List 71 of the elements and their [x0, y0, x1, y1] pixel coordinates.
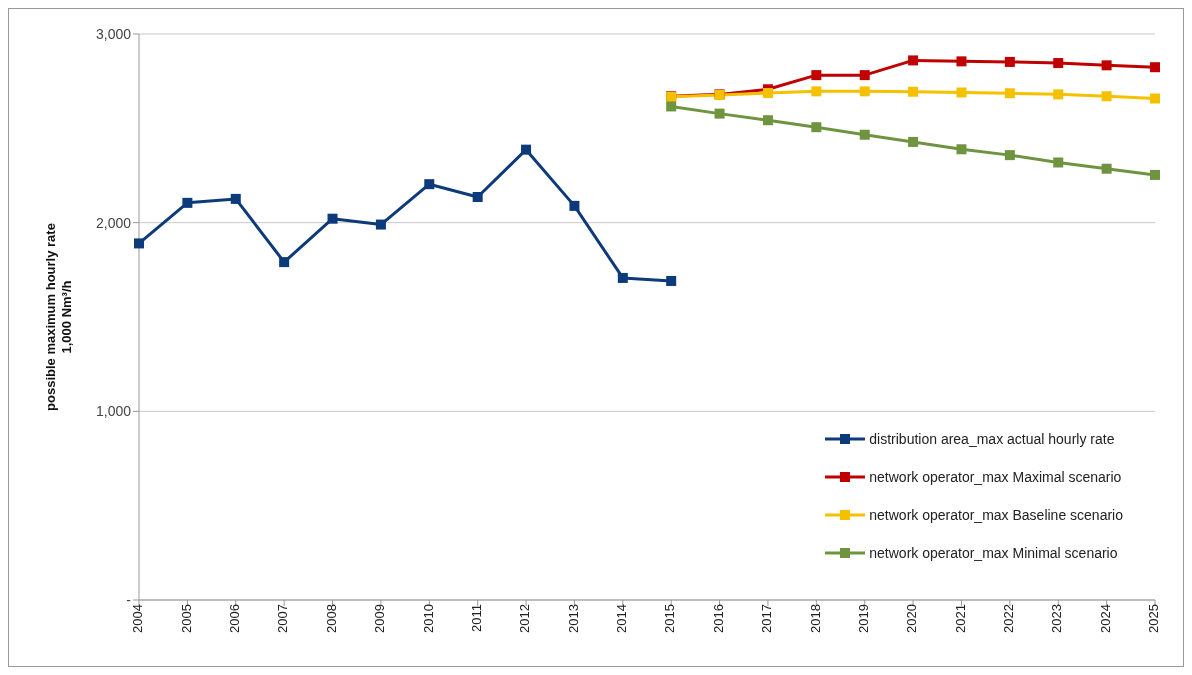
- x-tick-label: 2007: [275, 604, 291, 633]
- x-tick-label: 2013: [565, 604, 581, 633]
- point: [908, 86, 919, 97]
- x-tick-label: 2016: [710, 604, 726, 633]
- x-tick-label: 2015: [662, 604, 678, 633]
- point: [762, 88, 773, 99]
- point: [956, 56, 967, 67]
- legend-label: network operator_max Baseline scenario: [869, 507, 1123, 523]
- legend-label: distribution area_max actual hourly rate: [869, 431, 1115, 447]
- point: [569, 200, 580, 211]
- point: [375, 219, 386, 230]
- point: [472, 192, 483, 203]
- legend-label: network operator_max Minimal scenario: [869, 545, 1118, 561]
- point: [666, 101, 677, 112]
- point: [956, 87, 967, 98]
- x-tick-label: 2009: [372, 604, 388, 633]
- point: [1101, 60, 1112, 71]
- point: [666, 275, 677, 286]
- point: [1004, 150, 1015, 161]
- point: [521, 144, 532, 155]
- x-tick-label: 2008: [323, 604, 339, 633]
- point: [1150, 62, 1160, 73]
- point: [1101, 91, 1112, 102]
- point: [230, 193, 241, 204]
- y-tick-label: 1,000: [95, 403, 132, 420]
- x-tick-label: 2011: [468, 604, 484, 632]
- point: [714, 108, 725, 119]
- point: [1053, 157, 1064, 168]
- point: [617, 272, 628, 283]
- point: [811, 86, 822, 97]
- point: [811, 122, 822, 133]
- x-tick-label: 2004: [130, 604, 146, 633]
- point: [811, 70, 822, 81]
- point: [908, 136, 919, 147]
- point: [1053, 58, 1064, 69]
- point: [956, 144, 967, 155]
- x-tick-label: 2021: [952, 604, 968, 633]
- point: [1150, 93, 1160, 104]
- point: [134, 238, 144, 249]
- x-tick-label: 2014: [614, 604, 630, 633]
- x-tick-label: 2010: [420, 604, 436, 633]
- legend-label: network operator_max Maximal scenario: [869, 469, 1122, 485]
- point: [1150, 169, 1160, 180]
- point: [1004, 88, 1015, 99]
- x-tick-label: 2020: [904, 604, 920, 633]
- x-tick-label: 2024: [1097, 604, 1113, 633]
- point: [279, 257, 290, 268]
- x-tick-label: 2025: [1146, 604, 1162, 633]
- x-tick-label: 2006: [226, 604, 242, 633]
- y-tick-label: -: [126, 591, 132, 608]
- point: [859, 86, 870, 97]
- x-tick-label: 2005: [178, 604, 194, 633]
- y-axis-title: possible maximum hourly rate 1,000 Nm³/h: [43, 223, 74, 411]
- point: [1004, 56, 1015, 67]
- point: [859, 70, 870, 81]
- point: [1053, 89, 1064, 100]
- x-tick-label: 2018: [807, 604, 823, 633]
- point: [424, 179, 435, 190]
- point: [1101, 163, 1112, 174]
- y-tick-label: 3,000: [95, 25, 132, 42]
- x-tick-label: 2012: [517, 604, 533, 633]
- point: [859, 129, 870, 140]
- x-tick-label: 2023: [1049, 604, 1065, 633]
- point: [908, 55, 919, 66]
- point: [327, 213, 338, 224]
- point: [762, 115, 773, 126]
- x-tick-label: 2019: [855, 604, 871, 633]
- point: [182, 197, 193, 208]
- x-tick-label: 2022: [1001, 604, 1017, 633]
- x-tick-label: 2017: [759, 604, 775, 633]
- y-tick-label: 2,000: [95, 214, 132, 231]
